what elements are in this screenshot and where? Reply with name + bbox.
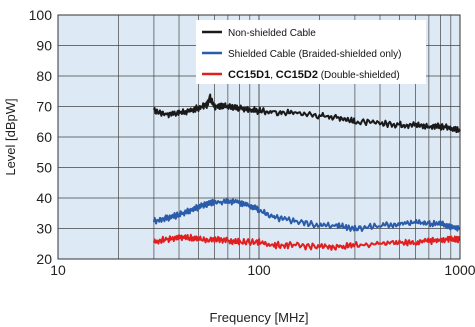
- y-tick-label: 100: [29, 7, 53, 23]
- y-axis-label: Level [dBpW]: [3, 98, 18, 175]
- y-tick-label: 50: [36, 160, 52, 176]
- legend-entry: CC15D1, CC15D2 (Double-shielded): [228, 69, 400, 81]
- legend-model-name: CC15D1: [228, 69, 270, 81]
- y-tick-label: 60: [36, 129, 52, 145]
- legend-text-part: Non-shielded Cable: [228, 28, 316, 39]
- y-tick-label: 70: [36, 99, 52, 115]
- x-tick-label: 1000: [444, 262, 475, 278]
- plot-frame: [57, 14, 461, 260]
- x-tick-labels: 10 100 1000: [50, 262, 475, 278]
- y-tick-label: 40: [36, 190, 52, 206]
- x-axis-label: Frequency [MHz]: [210, 310, 309, 325]
- series-line-shielded-cable-braided-shielded-only: [152, 198, 461, 232]
- series-layer: [152, 93, 461, 251]
- legend-text-part: Shielded Cable (Braided-shielded only): [228, 49, 401, 60]
- y-tick-labels: 20 30 40 50 60 70 80 90 100: [29, 7, 53, 267]
- legend-box: [196, 20, 426, 84]
- x-tick-label: 10: [50, 262, 66, 278]
- y-tick-label: 20: [36, 251, 52, 267]
- legend-text-part: ,: [270, 70, 276, 81]
- legend-entry: Non-shielded Cable: [228, 28, 316, 39]
- legend: Non-shielded Cable Shielded Cable (Braide…: [196, 20, 426, 84]
- y-tick-label: 80: [36, 68, 52, 84]
- y-tick-label: 30: [36, 221, 52, 237]
- series-line-cc15d1-cc15d2-double-shielded: [152, 233, 461, 251]
- legend-text-part: (Double-shielded): [318, 70, 400, 81]
- legend-entry: Shielded Cable (Braided-shielded only): [228, 49, 401, 60]
- x-tick-label: 100: [247, 262, 271, 278]
- series-line-non-shielded-cable: [152, 93, 461, 134]
- legend-model-name: CC15D2: [276, 69, 318, 81]
- y-tick-label: 90: [36, 38, 52, 54]
